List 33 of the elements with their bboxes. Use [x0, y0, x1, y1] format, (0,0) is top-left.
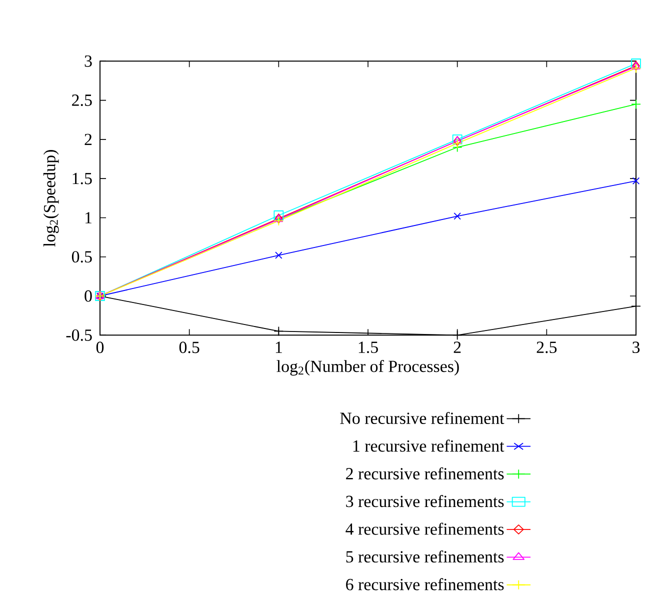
y-tick-label: 2: [84, 134, 92, 146]
legend-label: 1 recursive refinement: [353, 440, 504, 452]
x-tick-label: 2.5: [536, 342, 557, 354]
y-tick-label: 1.5: [72, 172, 92, 184]
y-tick-label: 0: [84, 290, 92, 302]
legend-label: 5 recursive refinements: [346, 550, 504, 563]
y-tick-label: 0.5: [72, 251, 92, 263]
legend-label: No recursive refinement: [340, 412, 504, 424]
point: [631, 99, 641, 110]
legend-label: 3 recursive refinements: [346, 495, 504, 508]
point: [274, 326, 284, 336]
x-tick-label: 3: [632, 342, 640, 354]
x-axis-title: log$_{2}$(Number of Processes): [276, 360, 459, 376]
point: [454, 212, 461, 220]
y-tick-label: -0.5: [66, 329, 92, 341]
point: [452, 330, 462, 340]
point: [275, 252, 282, 259]
y-tick-label: 3: [84, 55, 92, 67]
x-tick-label: 1.5: [358, 342, 378, 354]
legend-label: 2 recursive refinements: [346, 467, 504, 480]
x-tick-label: 0: [96, 342, 104, 354]
y-tick-label: 1: [85, 212, 92, 224]
x-tick-label: 2: [454, 342, 461, 353]
x-tick-label: 1: [276, 342, 282, 353]
legend-label: 6 recursive refinements: [346, 578, 504, 590]
point: [631, 63, 641, 74]
y-axis-title: log$_{2}$(Speedup): [43, 150, 59, 247]
point: [452, 138, 462, 148]
x-tick-label: 0.5: [179, 342, 200, 354]
point: [632, 177, 640, 185]
y-tick-label: 2.5: [72, 94, 92, 106]
point: [274, 210, 284, 220]
legend-label: 4 recursive refinements: [346, 522, 504, 535]
